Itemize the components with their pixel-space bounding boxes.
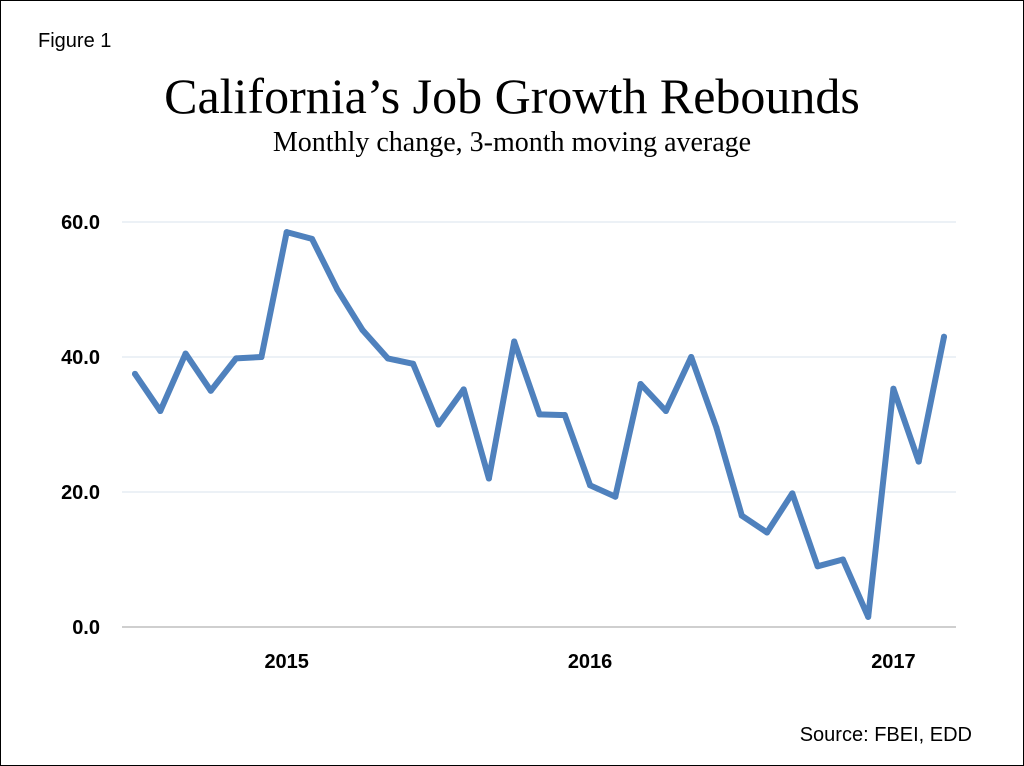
data-point: [435, 421, 442, 428]
data-point: [233, 355, 240, 362]
data-point: [587, 482, 594, 489]
series-layer: [132, 229, 947, 620]
data-point: [713, 424, 720, 431]
data-point: [941, 333, 947, 340]
data-point: [814, 563, 821, 570]
y-tick-label: 0.0: [72, 617, 100, 639]
chart-title: California’s Job Growth Rebounds: [164, 68, 860, 124]
data-point: [536, 411, 543, 418]
gridlines: [122, 221, 956, 628]
y-axis-tick-labels: 0.0 20.0 40.0 60.0: [61, 212, 100, 639]
source-note: Source: FBEI, EDD: [799, 724, 972, 746]
data-point: [865, 613, 872, 620]
data-point: [839, 556, 846, 563]
y-tick-label: 60.0: [61, 212, 100, 234]
data-point: [688, 354, 695, 360]
data-point: [410, 360, 417, 367]
data-point: [890, 385, 897, 392]
data-point: [511, 338, 518, 345]
x-tick-label: 2017: [871, 651, 916, 673]
data-point: [334, 286, 341, 293]
data-point: [258, 354, 265, 360]
data-point: [182, 350, 189, 357]
data-point: [207, 387, 214, 394]
data-point: [637, 381, 644, 387]
data-point: [915, 458, 922, 465]
x-axis-tick-labels: 2015 2016 2017: [264, 651, 915, 673]
data-point: [460, 386, 467, 393]
y-tick-label: 40.0: [61, 347, 100, 369]
data-point: [485, 475, 492, 482]
series-line: [132, 229, 947, 620]
data-point: [384, 355, 391, 362]
data-point: [612, 493, 619, 500]
data-point: [738, 512, 745, 519]
data-point: [132, 370, 138, 377]
data-point: [308, 235, 315, 242]
data-point: [157, 408, 164, 414]
x-tick-label: 2016: [568, 651, 613, 673]
data-point: [662, 408, 669, 414]
x-tick-label: 2015: [264, 651, 309, 673]
data-point: [359, 327, 366, 333]
data-point: [561, 412, 568, 419]
figure-label: Figure 1: [38, 30, 112, 52]
data-point: [283, 229, 290, 236]
data-point: [764, 529, 771, 536]
chart-subtitle: Monthly change, 3-month moving average: [272, 127, 752, 158]
y-tick-label: 20.0: [61, 482, 100, 504]
data-point: [789, 490, 796, 497]
